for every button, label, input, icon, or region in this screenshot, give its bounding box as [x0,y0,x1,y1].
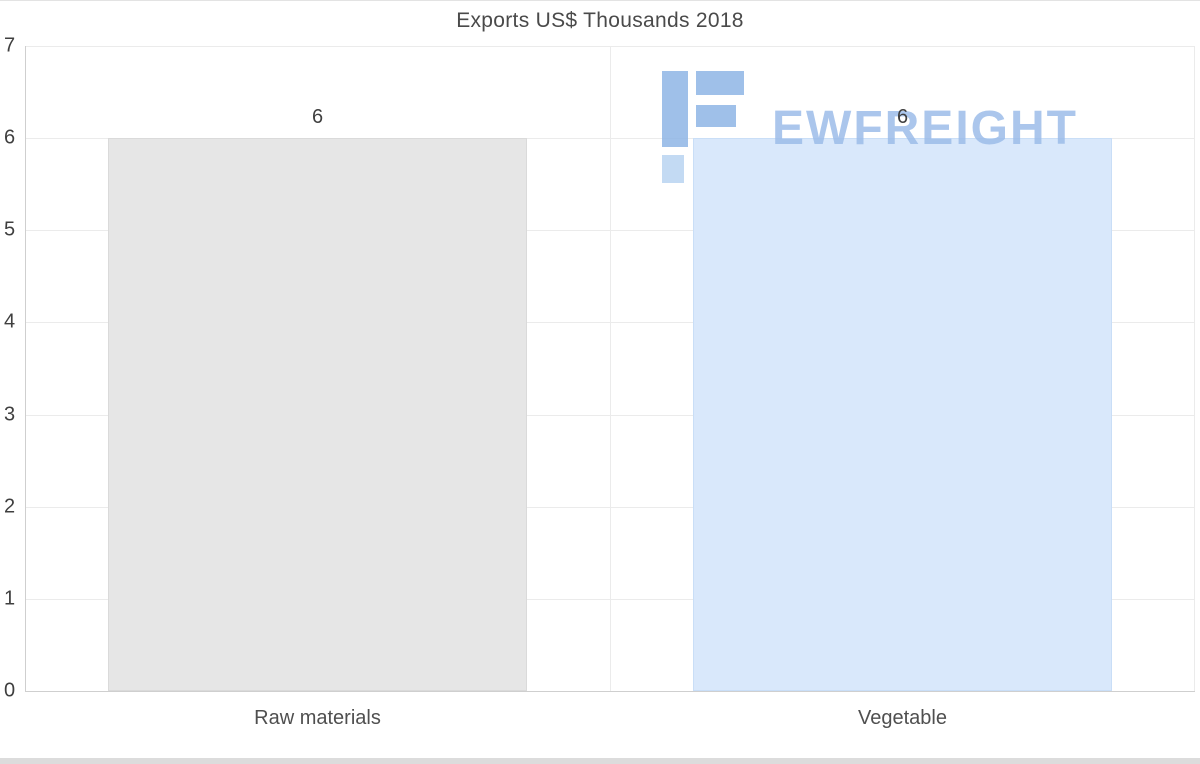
bar-raw-materials[interactable] [108,138,526,691]
y-tick-label-4: 4 [4,311,15,334]
y-tick-label-1: 1 [4,587,15,610]
x-tick-label-raw-materials: Raw materials [254,707,381,730]
h-gridline-0 [25,691,1195,692]
v-gridline-2 [1194,46,1195,691]
y-tick-label-5: 5 [4,219,15,242]
y-tick-label-0: 0 [4,680,15,703]
y-tick-label-3: 3 [4,403,15,426]
bar-vegetable[interactable] [693,138,1111,691]
y-tick-label-2: 2 [4,495,15,518]
y-tick-label-6: 6 [4,127,15,150]
bar-value-label-vegetable: 6 [897,106,908,129]
v-gridline-0 [25,46,26,691]
plot-area: 66 [25,46,1195,691]
y-tick-label-7: 7 [4,35,15,58]
bar-value-label-raw-materials: 6 [312,106,323,129]
chart-title: Exports US$ Thousands 2018 [0,9,1200,33]
x-tick-label-vegetable: Vegetable [858,707,947,730]
bottom-edge-strip [0,758,1200,764]
v-gridline-1 [610,46,611,691]
chart-page: Exports US$ Thousands 2018 66 01234567 R… [0,0,1200,764]
